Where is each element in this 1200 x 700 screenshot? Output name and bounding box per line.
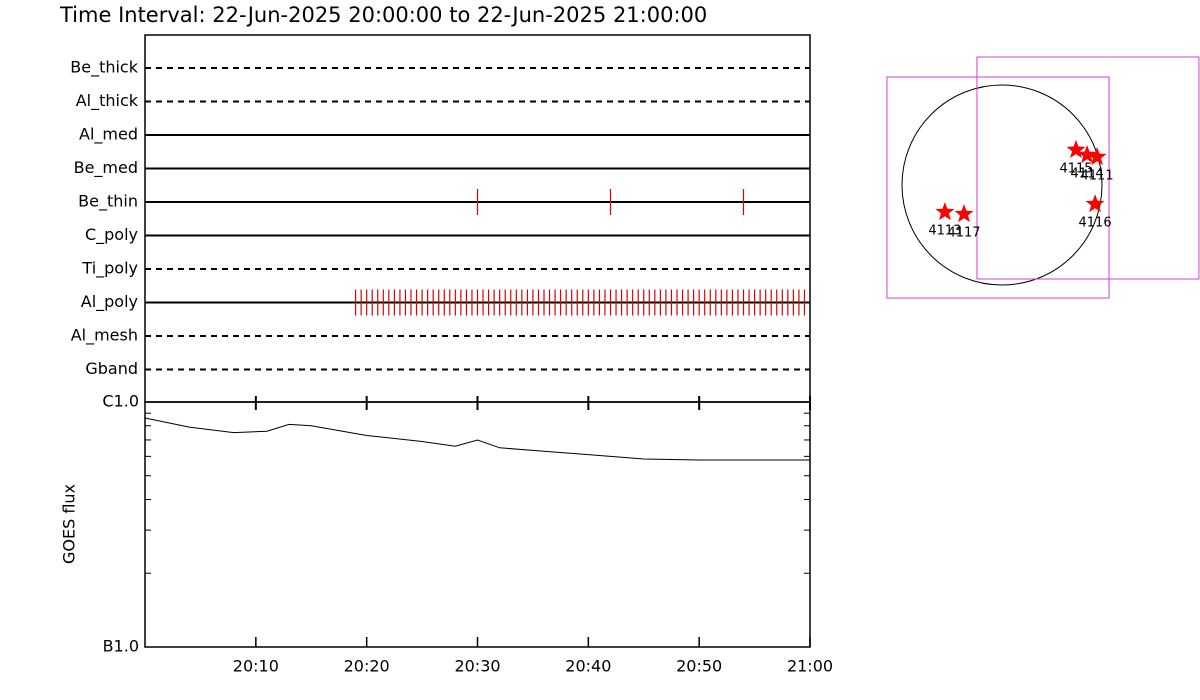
x-tick-label: 20:40	[565, 657, 611, 676]
fov-box	[886, 76, 1110, 299]
region-label: 4111	[1081, 169, 1114, 184]
region-label: 4116	[1079, 216, 1112, 231]
region-star	[1066, 139, 1086, 158]
filter-label: Ti_poly	[81, 259, 138, 279]
fov-box	[976, 56, 1200, 280]
region-star	[1085, 194, 1105, 213]
filter-label: Al_poly	[81, 292, 138, 312]
x-tick-label: 20:10	[233, 657, 279, 676]
y-axis-label: GOES flux	[60, 484, 79, 564]
region-star	[1077, 145, 1097, 164]
region-label: 4117	[947, 226, 980, 241]
region-star	[954, 204, 974, 223]
y-tick-label: C1.0	[102, 392, 139, 411]
x-tick-label: 20:30	[454, 657, 500, 676]
region-label: 4113	[928, 224, 961, 239]
filter-label: Gband	[85, 359, 138, 378]
x-tick-label: 21:00	[787, 657, 833, 676]
panel-frame	[144, 401, 811, 648]
x-tick-label: 20:50	[676, 657, 722, 676]
filter-label: Be_med	[74, 158, 138, 178]
filter-label: Al_med	[79, 125, 138, 145]
filter-label: Al_mesh	[71, 326, 138, 346]
region-label: 4114	[1071, 167, 1104, 182]
filter-label: Al_thick	[76, 91, 139, 111]
filter-label: C_poly	[85, 225, 138, 245]
x-tick-label: 20:20	[344, 657, 390, 676]
chart-title: Time Interval: 22-Jun-2025 20:00:00 to 2…	[59, 3, 707, 27]
goes-line	[144, 417, 810, 461]
panel-frame	[144, 34, 811, 403]
region-star	[935, 202, 955, 221]
filter-label: Be_thick	[70, 58, 138, 78]
solar-limb	[901, 84, 1103, 286]
region-star	[1087, 147, 1107, 166]
y-tick-label: B1.0	[103, 637, 139, 656]
region-label: 4115	[1059, 161, 1092, 176]
filter-label: Be_thin	[78, 192, 138, 212]
